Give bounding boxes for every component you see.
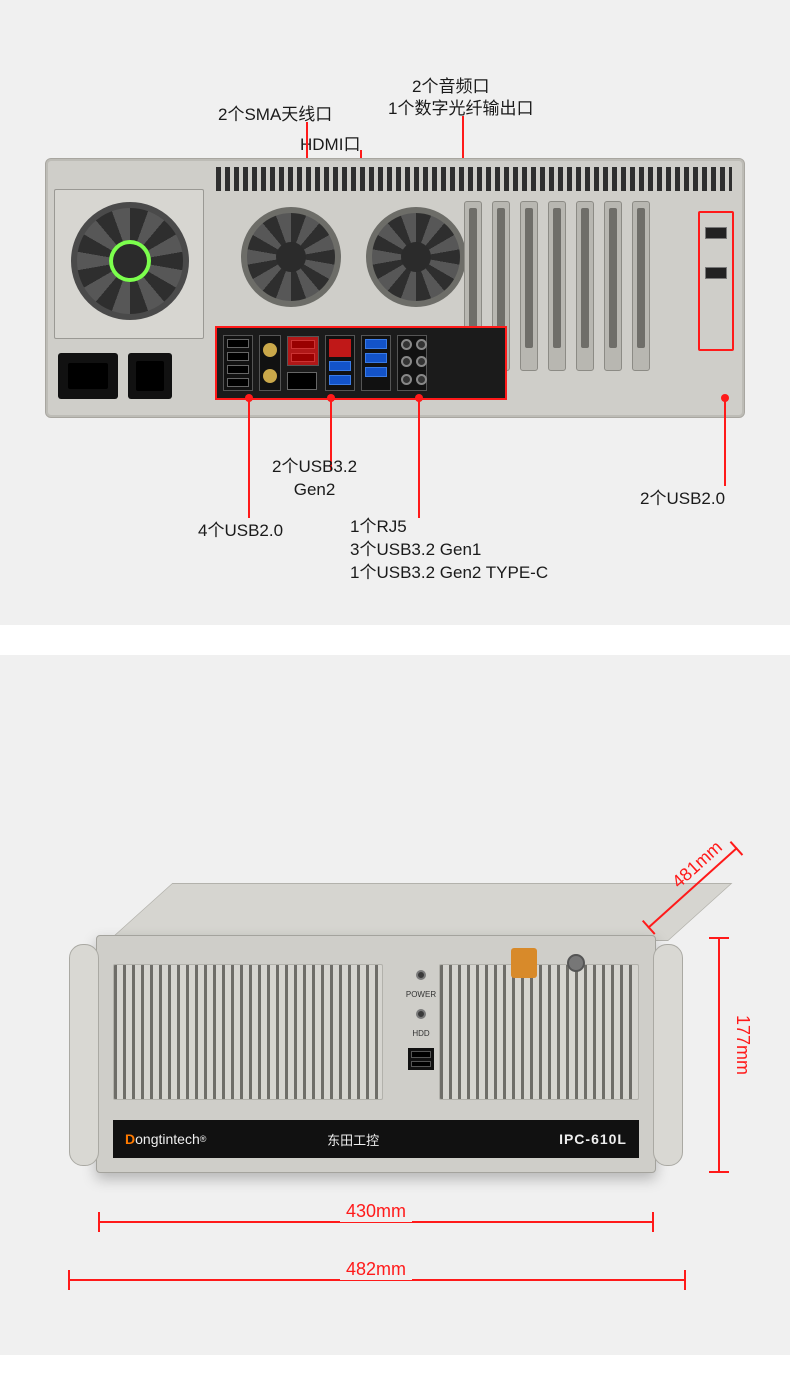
rack-handle-right bbox=[653, 944, 683, 1166]
lan-usb-stack bbox=[325, 335, 355, 391]
chassis-front: POWER HDD Dongtintech® 东田工控 IPC-610L bbox=[96, 935, 656, 1173]
label-usb32gen2: 2个USB3.2 Gen2 bbox=[272, 456, 357, 502]
brand-cn: 东田工控 bbox=[327, 1130, 379, 1149]
label-usb32gen2-a: 2个USB3.2 bbox=[272, 456, 357, 479]
usb32gen2-block bbox=[287, 336, 319, 366]
front-grille-right bbox=[439, 964, 639, 1100]
psu-fan bbox=[71, 202, 189, 320]
dim-height-line bbox=[718, 937, 720, 1173]
usb-port bbox=[705, 267, 727, 279]
pci-slot bbox=[576, 201, 594, 371]
hdd-led-label: HDD bbox=[412, 1029, 429, 1038]
hdd-led bbox=[416, 1009, 426, 1019]
label-usb20r: 2个USB2.0 bbox=[640, 484, 725, 509]
label-usb32gen1: 3个USB3.2 Gen1 bbox=[350, 539, 548, 562]
dim-width-full: 482mm bbox=[340, 1259, 412, 1280]
label-usb20x4: 4个USB2.0 bbox=[198, 516, 283, 541]
power-led-label: POWER bbox=[406, 990, 436, 999]
keylock bbox=[567, 954, 585, 972]
dim-width-body: 430mm bbox=[340, 1201, 412, 1222]
dot-lan bbox=[415, 394, 423, 402]
brand-initial: D bbox=[125, 1131, 135, 1147]
case-fan-1 bbox=[241, 207, 341, 307]
rear-diagram: 2个音频口 1个数字光纤输出口 2个SMA天线口 HDMI口 bbox=[0, 0, 790, 625]
dot-usb32gen2 bbox=[327, 394, 335, 402]
dot-usb20x4 bbox=[245, 394, 253, 402]
usb2-stack bbox=[223, 335, 253, 391]
power-switch bbox=[128, 353, 172, 399]
sma-block bbox=[259, 335, 281, 391]
label-sma: 2个SMA天线口 bbox=[218, 100, 332, 125]
power-led bbox=[416, 970, 426, 980]
leader-usb20x4 bbox=[248, 398, 250, 518]
leader-lan bbox=[418, 398, 420, 518]
label-usb32gen2-b: Gen2 bbox=[272, 479, 357, 502]
hdmi-port bbox=[287, 372, 317, 390]
pci-slot bbox=[520, 201, 538, 371]
model-label: IPC-610L bbox=[559, 1131, 627, 1147]
right-usb-block bbox=[698, 211, 734, 351]
label-lanstack: 1个RJ5 3个USB3.2 Gen1 1个USB3.2 Gen2 TYPE-C bbox=[350, 516, 548, 585]
audio-block bbox=[397, 335, 427, 391]
chassis-rear bbox=[45, 158, 745, 418]
label-rj: 1个RJ5 bbox=[350, 516, 548, 539]
vent-strip bbox=[216, 167, 732, 191]
rack-handle-left bbox=[69, 944, 99, 1166]
warranty-badge bbox=[511, 948, 537, 978]
pci-slot bbox=[604, 201, 622, 371]
dim-height: 177mm bbox=[732, 1015, 753, 1075]
usb-stack-2 bbox=[361, 335, 391, 391]
usb-port bbox=[705, 227, 727, 239]
psu bbox=[54, 189, 204, 339]
pci-slot bbox=[632, 201, 650, 371]
label-audio-bot: 1个数字光纤输出口 bbox=[388, 94, 533, 119]
front-usb bbox=[408, 1048, 434, 1070]
power-inlet bbox=[58, 353, 118, 399]
front-grille-left bbox=[113, 964, 383, 1100]
chassis-top-face bbox=[108, 883, 732, 941]
pci-slot bbox=[548, 201, 566, 371]
label-hdmi: HDMI口 bbox=[300, 130, 360, 155]
dot-usb20r bbox=[721, 394, 729, 402]
front-center-column: POWER HDD bbox=[397, 964, 445, 1100]
brand-reg: ® bbox=[200, 1134, 207, 1144]
label-typec: 1个USB3.2 Gen2 TYPE-C bbox=[350, 562, 548, 585]
io-shield bbox=[216, 327, 506, 399]
brand-bar: Dongtintech® 东田工控 IPC-610L bbox=[113, 1120, 639, 1158]
leader-usb20r bbox=[724, 398, 726, 486]
brand-rest: ongtintech bbox=[135, 1131, 200, 1147]
case-fan-2 bbox=[366, 207, 466, 307]
front-diagram: POWER HDD Dongtintech® 东田工控 IPC-610L 481… bbox=[0, 655, 790, 1355]
